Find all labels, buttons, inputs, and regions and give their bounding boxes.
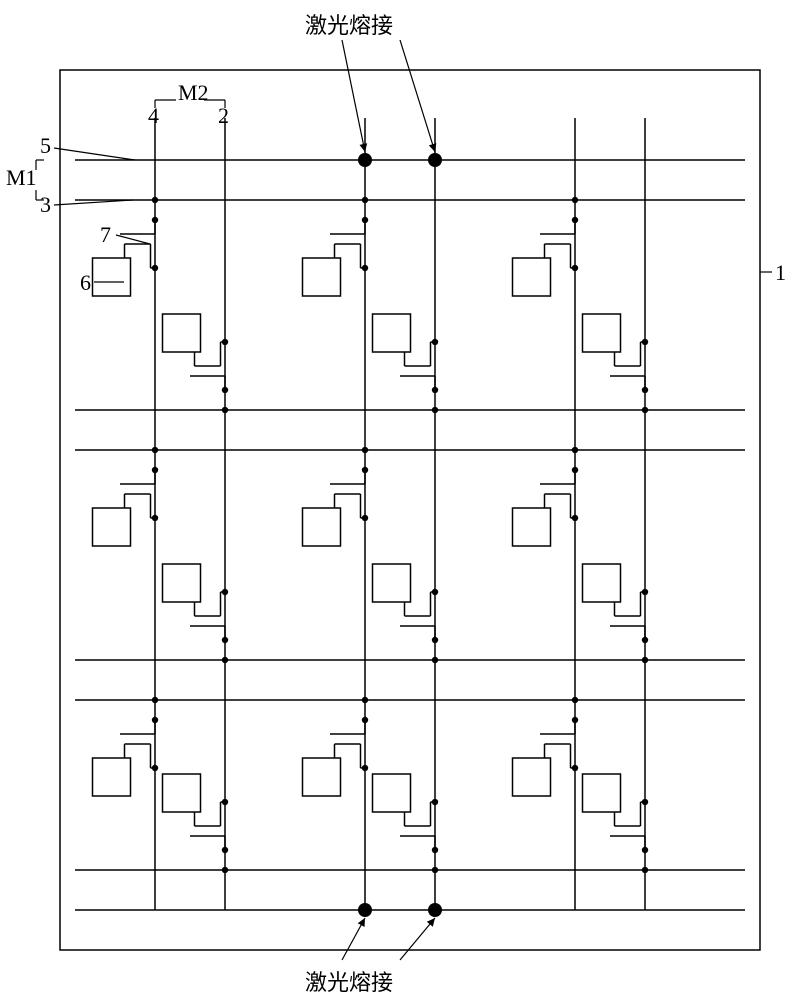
- label-2: 2: [218, 103, 229, 129]
- label-6: 6: [80, 270, 91, 296]
- label-M2: M2: [178, 80, 209, 106]
- label-3: 3: [40, 192, 51, 218]
- label-7: 7: [100, 222, 111, 248]
- diagram-container: 激光熔接 激光熔接 M2 4 2 M1 5 3 7 6 1: [0, 0, 811, 1000]
- label-5: 5: [40, 133, 51, 159]
- label-bot-laser: 激光熔接: [305, 965, 393, 997]
- label-top-laser: 激光熔接: [305, 8, 393, 40]
- label-4: 4: [148, 103, 159, 129]
- diagram-svg: [0, 0, 811, 1000]
- label-1: 1: [775, 260, 786, 286]
- label-M1: M1: [6, 165, 37, 191]
